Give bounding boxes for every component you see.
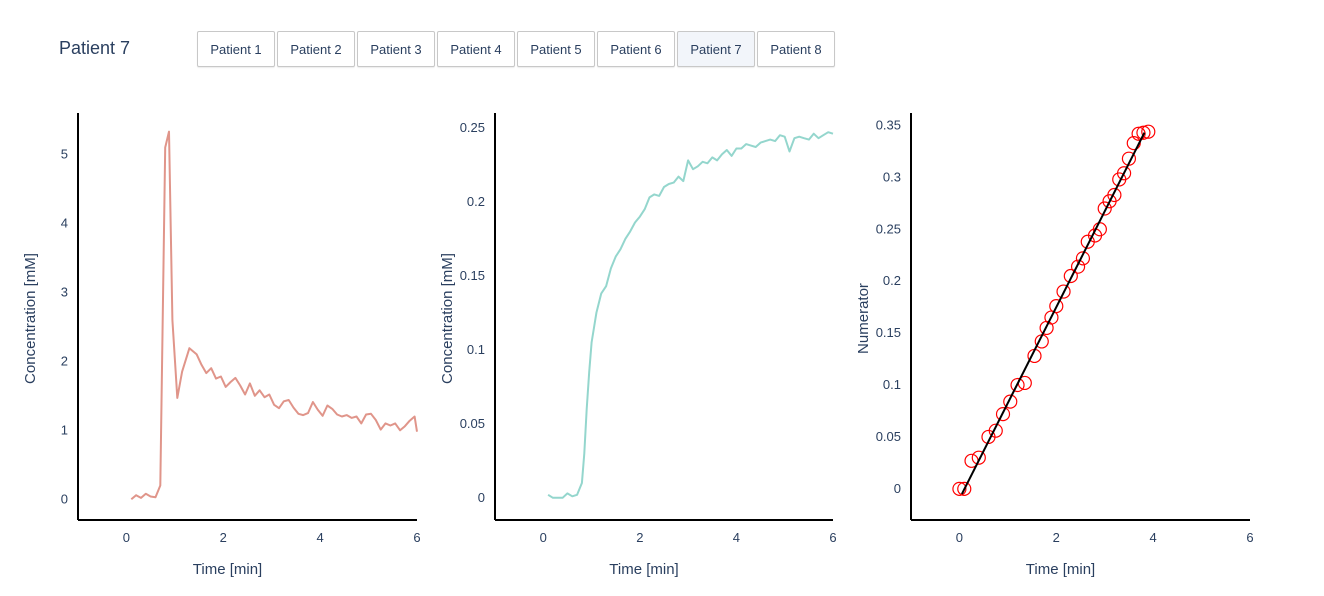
y-tick-label: 0.05 — [876, 429, 901, 444]
series-line — [130, 130, 418, 501]
data-point — [995, 406, 1011, 422]
y-tick-label: 0 — [478, 490, 485, 505]
x-tick-label: 6 — [829, 530, 836, 545]
tab-patient-7[interactable]: Patient 7 — [677, 31, 755, 67]
x-tick-label: 4 — [1150, 530, 1157, 545]
series-line — [547, 131, 834, 499]
data-point — [1136, 125, 1151, 140]
y-tick-label: 0.25 — [460, 120, 485, 135]
data-point — [952, 481, 967, 496]
x-tick-label: 2 — [220, 530, 227, 545]
x-tick-label: 0 — [123, 530, 130, 545]
y-tick-label: 2 — [61, 353, 68, 368]
y-tick-label: 0.3 — [883, 169, 901, 184]
y-tick-label: 0.1 — [467, 342, 485, 357]
x-tick-label: 6 — [1246, 530, 1253, 545]
data-point — [1003, 394, 1018, 409]
y-tick-label: 0.25 — [876, 221, 901, 236]
x-tick-label: 0 — [956, 530, 963, 545]
data-point — [1097, 201, 1112, 216]
tab-patient-1[interactable]: Patient 1 — [197, 31, 275, 67]
x-tick-label: 2 — [1053, 530, 1060, 545]
y-axis-label: Numerator — [855, 283, 872, 354]
y-axis-label: Concentration [mM] — [439, 253, 456, 384]
y-tick-label: 0.35 — [876, 117, 901, 132]
y-tick-label: 0.05 — [460, 416, 485, 431]
y-tick-label: 1 — [61, 422, 68, 437]
x-tick-label: 2 — [636, 530, 643, 545]
y-tick-label: 0.15 — [876, 325, 901, 340]
x-tick-label: 6 — [413, 530, 420, 545]
y-tick-label: 0 — [894, 481, 901, 496]
x-tick-label: 0 — [540, 530, 547, 545]
y-tick-label: 0.2 — [883, 273, 901, 288]
tab-patient-6[interactable]: Patient 6 — [597, 31, 675, 67]
x-tick-label: 4 — [317, 530, 324, 545]
y-axis-label: Concentration [mM] — [22, 253, 39, 384]
data-point — [1107, 187, 1122, 203]
data-point — [1063, 268, 1078, 284]
fit-line — [960, 132, 1146, 495]
tab-patient-4[interactable]: Patient 4 — [437, 31, 515, 67]
data-point — [1131, 126, 1146, 141]
tab-patient-8[interactable]: Patient 8 — [757, 31, 835, 67]
data-point — [1049, 299, 1064, 314]
y-tick-label: 5 — [61, 146, 68, 161]
chart-2: 0 2 4 6 0 0.05 0.1 0.15 0.2 0.25 Time [min] Concent… — [439, 113, 837, 578]
chart-1: 0 2 4 6 0 1 2 3 4 5 Time [min] Concentration [mM] — [22, 113, 421, 578]
data-point — [1141, 124, 1156, 139]
y-tick-label: 0 — [61, 491, 68, 506]
y-tick-label: 0.2 — [467, 194, 485, 209]
data-point — [971, 450, 986, 465]
page-title: Patient 7 — [59, 38, 131, 58]
data-point — [1075, 251, 1091, 266]
patient-tabs: Patient 1 Patient 2 Patient 3 Patient 4 … — [197, 31, 835, 67]
tab-patient-2[interactable]: Patient 2 — [277, 31, 355, 67]
tab-patient-5[interactable]: Patient 5 — [517, 31, 595, 67]
x-tick-label: 4 — [733, 530, 740, 545]
data-point — [1056, 284, 1071, 299]
y-tick-label: 0.15 — [460, 268, 485, 283]
chart-3: 0 2 4 6 0 0.05 0.1 0.15 0.2 0.25 0.3 0.35 Time [min]… — [855, 113, 1254, 578]
data-point — [1116, 166, 1132, 181]
y-tick-label: 3 — [61, 284, 68, 299]
x-axis-label: Time [min] — [193, 561, 262, 578]
data-point — [1010, 377, 1025, 393]
y-tick-label: 0.1 — [883, 377, 901, 392]
x-axis-label: Time [min] — [1026, 561, 1095, 578]
data-point — [1070, 259, 1086, 274]
tab-patient-3[interactable]: Patient 3 — [357, 31, 435, 67]
x-axis-label: Time [min] — [609, 561, 678, 578]
data-point — [988, 423, 1003, 438]
data-point — [957, 481, 972, 496]
y-tick-label: 4 — [61, 215, 68, 230]
